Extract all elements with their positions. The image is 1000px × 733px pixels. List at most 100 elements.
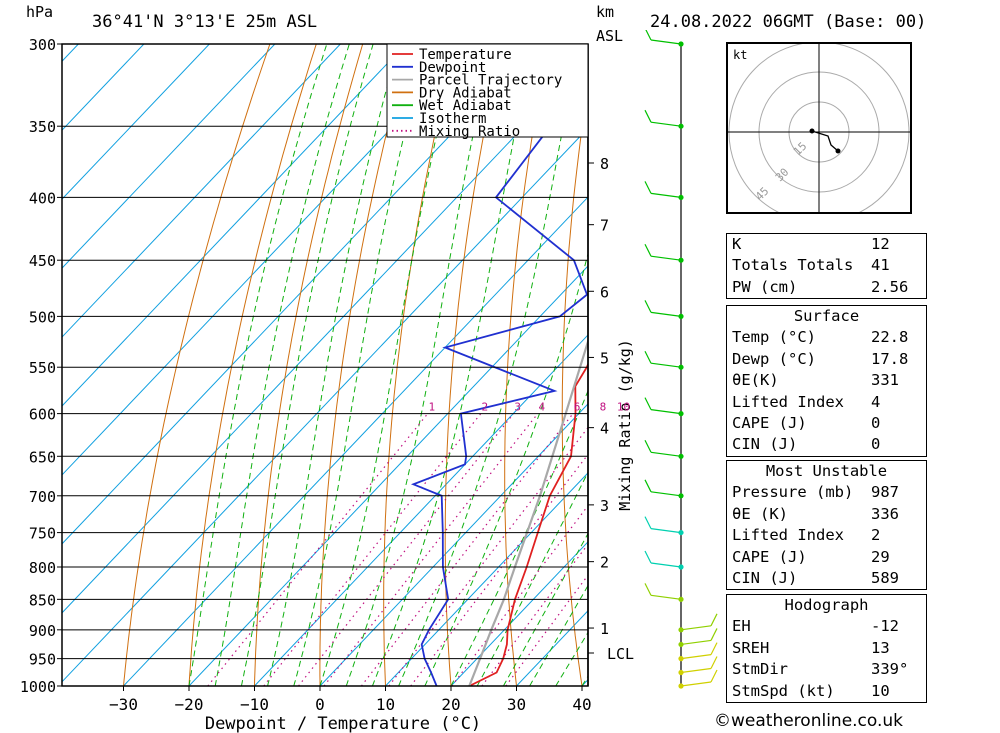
isotherm-line	[62, 58, 588, 614]
legend-label: Mixing Ratio	[419, 124, 520, 140]
table-row: SREH 13	[727, 638, 926, 659]
wind-barb	[650, 311, 682, 317]
mixing-ratio-label: 3	[514, 401, 521, 414]
indices-table: K 12 Totals Totals 41 PW (cm) 2.56	[726, 233, 927, 300]
wind-profile	[644, 30, 718, 689]
wind-barb	[680, 639, 712, 646]
plot-area	[62, 44, 588, 686]
table-value: 589	[871, 568, 899, 587]
table-row: θE(K) 331	[727, 370, 926, 391]
wind-barb-flag	[644, 300, 652, 313]
table-label: PW (cm)	[732, 277, 798, 296]
wind-barb	[680, 654, 712, 660]
table-value: 2.56	[871, 277, 909, 296]
wind-barb-flag	[710, 642, 718, 655]
pressure-tick-label: 950	[29, 651, 56, 669]
table-label: θE(K)	[732, 371, 779, 390]
hodograph-ring-label: 45	[753, 185, 772, 204]
table-row: θE (K) 336	[727, 504, 926, 525]
wind-barb-flag	[644, 479, 652, 493]
dewpoint-line	[410, 44, 588, 686]
altitude-tick-label: 2	[600, 554, 609, 572]
table-row: PW (cm) 2.56	[727, 277, 926, 298]
wind-barb	[650, 562, 682, 568]
isotherm-line	[62, 44, 145, 131]
credit-text: ©weatheronline.co.uk	[714, 711, 904, 731]
table-value: 331	[871, 371, 899, 390]
isotherm-line	[123, 196, 588, 686]
wet-adiabat-line	[345, 44, 494, 686]
table-label: Dewp (°C)	[732, 349, 816, 368]
temp-tick-label: 10	[376, 695, 395, 714]
wind-barb-flag	[644, 397, 652, 410]
table-title: Surface	[793, 307, 860, 325]
table-row: CIN (J) 0	[727, 434, 926, 455]
pressure-tick-label: 900	[29, 622, 56, 640]
legend-label: Isotherm	[419, 111, 486, 127]
legend-label: Temperature	[419, 47, 512, 63]
pressure-tick-label: 550	[29, 359, 56, 377]
wind-barb	[650, 39, 682, 45]
table-label: SREH	[732, 638, 770, 657]
temperature-line	[468, 362, 588, 686]
wind-barb	[650, 491, 682, 497]
wind-barb	[650, 121, 682, 127]
hodograph-unit: kt	[733, 48, 747, 62]
skewt-chart: 3003504004505005506006507007508008509009…	[20, 36, 634, 733]
table-value: 2	[871, 526, 881, 545]
wet-adiabat-line	[502, 532, 588, 686]
temp-tick-label: 0	[315, 695, 325, 714]
table-value: 987	[871, 483, 899, 502]
isotherm-line	[188, 265, 588, 686]
table-label: CAPE (J)	[732, 413, 807, 432]
mixing-ratio-label: 10	[617, 401, 630, 414]
table-row: EH -12	[727, 616, 926, 637]
wind-barb-flag	[644, 243, 652, 257]
table-value: 0	[871, 413, 881, 432]
pressure-tick-label: 400	[29, 189, 56, 207]
pressure-tick-label: 600	[29, 406, 56, 424]
table-row: CAPE (J) 29	[727, 547, 926, 568]
pressure-tick-label: 350	[29, 118, 56, 136]
table-label: Lifted Index	[732, 526, 844, 545]
table-value: 41	[871, 256, 890, 275]
isotherm-line	[62, 44, 276, 269]
table-value: 12	[871, 235, 890, 253]
wind-barb-flag	[644, 440, 652, 453]
wind-barb	[680, 667, 712, 674]
legend-box	[386, 43, 589, 138]
pressure-tick-label: 850	[29, 591, 56, 609]
table-label: Temp (°C)	[732, 328, 816, 347]
table-row: Lifted Index 2	[727, 525, 926, 546]
table-row: StmDir 339°	[727, 659, 926, 680]
legend-label: Dewpoint	[419, 60, 486, 76]
legend-label: Wet Adiabat	[419, 98, 512, 114]
dry-adiabat-line	[561, 83, 588, 686]
temp-tick-label: 40	[572, 695, 591, 714]
hodograph: kt 15 30 45	[726, 41, 912, 223]
altitude-tick-label: 4	[600, 420, 609, 438]
wind-barb	[650, 255, 682, 261]
altitude-tick-label: 5	[600, 349, 609, 367]
table-value: 339°	[871, 660, 909, 679]
pressure-tick-label: 450	[29, 252, 56, 270]
pressure-tick-label: 650	[29, 448, 56, 466]
hodograph-ring-label: 30	[773, 166, 792, 185]
table-label: StmDir	[732, 660, 788, 679]
legend-label: Parcel Trajectory	[419, 73, 562, 89]
mixing-ratio-axis-title: Mixing Ratio (g/kg)	[616, 339, 634, 511]
table-title: Hodograph	[784, 596, 869, 614]
wind-barb	[650, 528, 682, 534]
wind-barb-flag	[644, 181, 652, 194]
mixing-ratio-line	[298, 413, 515, 686]
hodograph-table: Hodograph EH -12 SREH 13 StmDir 339° StmSpd (kt…	[726, 594, 927, 703]
table-row: Lifted Index 4	[727, 392, 926, 413]
table-value: 0	[871, 435, 881, 454]
parcel-line	[468, 337, 588, 686]
altitude-tick-label: 6	[600, 283, 609, 301]
wind-barb-flag	[710, 656, 718, 669]
mixing-ratio-label: 8	[600, 401, 607, 414]
table-value: 29	[871, 547, 890, 566]
